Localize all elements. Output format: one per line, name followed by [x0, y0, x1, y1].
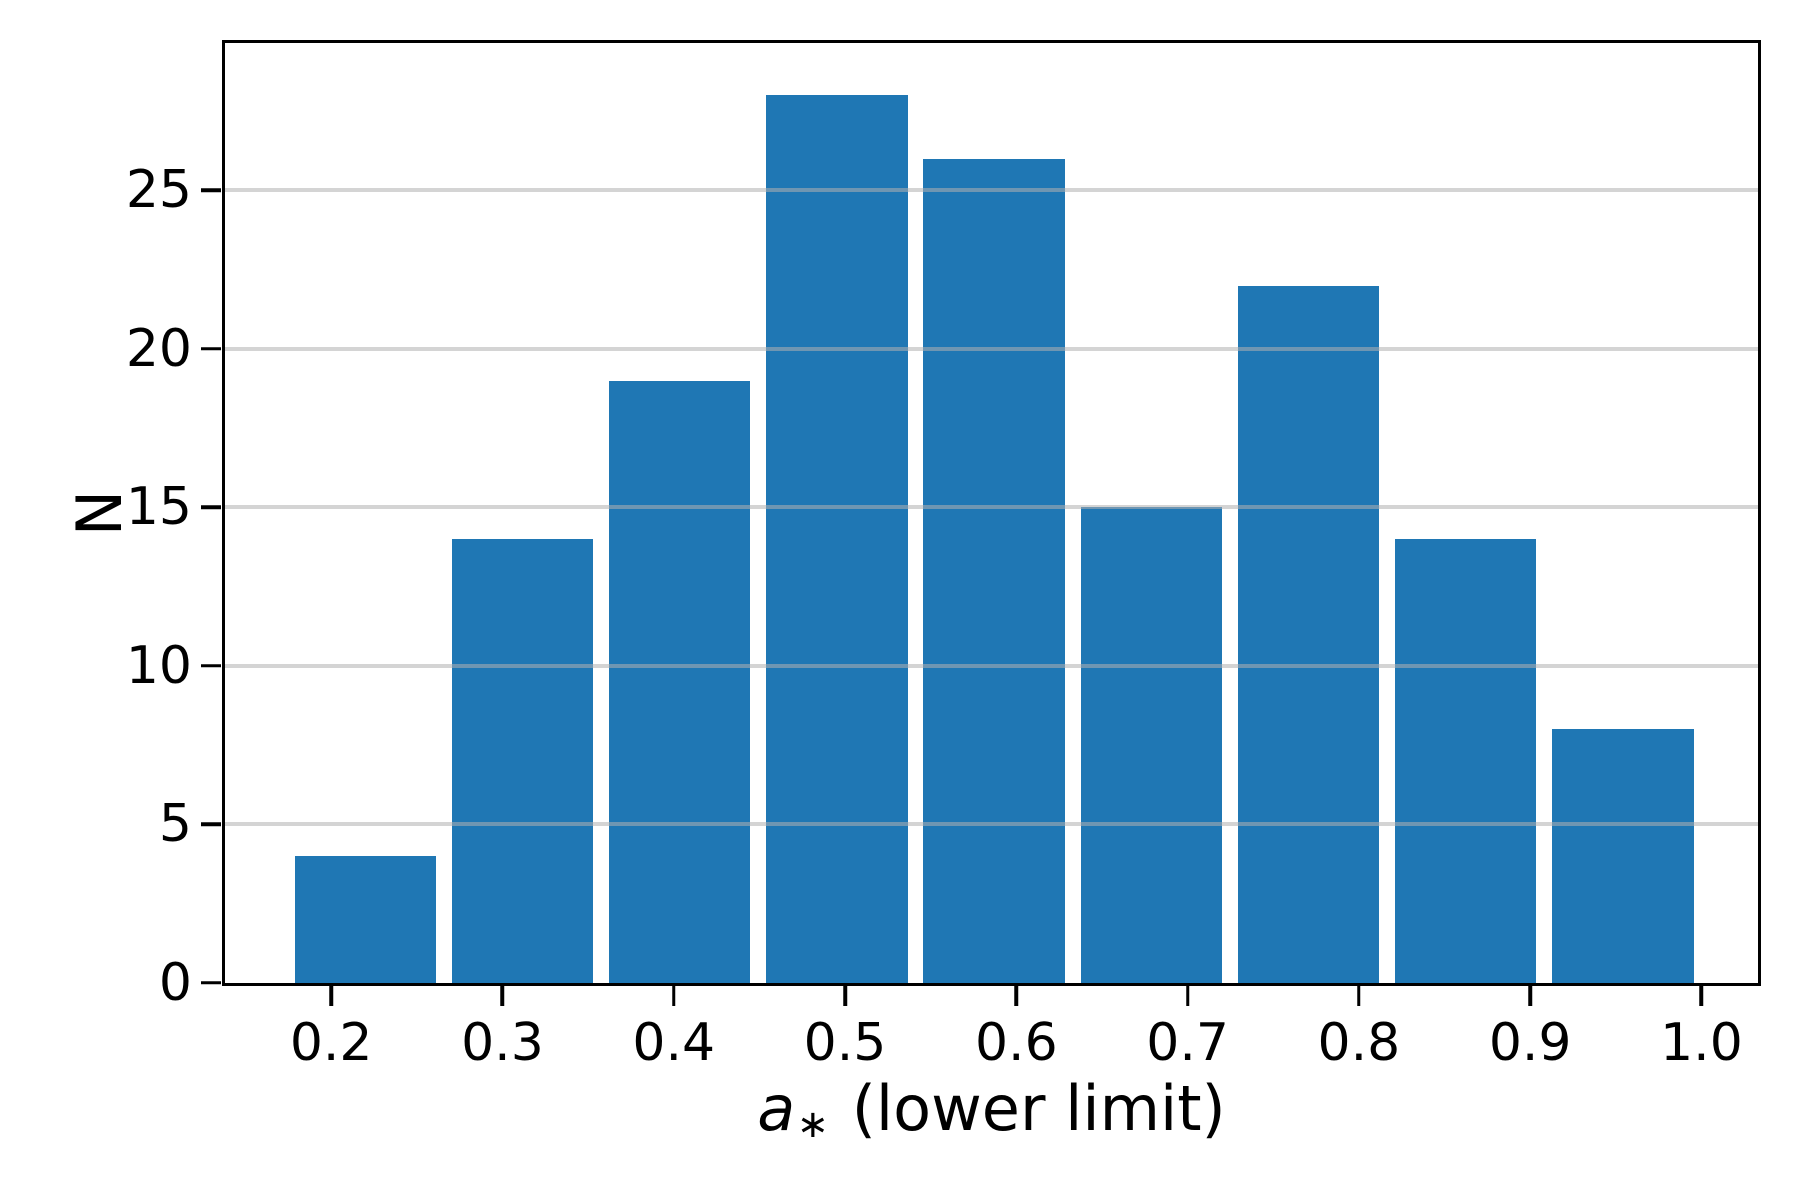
- y-tick-mark: [201, 822, 222, 827]
- x-axis-label: a∗ (lower limit): [757, 1077, 1225, 1147]
- y-gridline: [224, 663, 1758, 668]
- histogram-bar: [1394, 539, 1537, 983]
- y-tick-label: 0: [158, 952, 192, 1013]
- grid-layer: [224, 43, 1758, 983]
- y-tick-label: 5: [158, 794, 192, 855]
- y-tick-mark: [201, 188, 222, 193]
- y-gridline: [224, 346, 1758, 351]
- x-axis-label-variable: a: [757, 1071, 796, 1145]
- y-tick-mark: [201, 664, 222, 668]
- histogram-bar: [1552, 729, 1694, 983]
- x-tick-mark: [1528, 986, 1532, 1007]
- x-tick-label: 0.5: [803, 1012, 887, 1073]
- x-tick-label: 0.3: [461, 1012, 544, 1073]
- histogram-bar: [451, 539, 594, 983]
- x-tick-mark: [500, 986, 505, 1007]
- x-tick-label: 0.9: [1488, 1012, 1572, 1073]
- y-tick-label: 20: [125, 318, 192, 379]
- y-tick-label: 15: [125, 477, 192, 538]
- x-tick-label: 0.2: [289, 1012, 373, 1073]
- x-tick-label: 0.8: [1317, 1012, 1401, 1073]
- histogram-bar: [923, 158, 1065, 983]
- histogram-bar: [1237, 285, 1380, 983]
- x-tick-mark: [1014, 986, 1019, 1007]
- histogram-bar: [1080, 507, 1222, 983]
- x-tick-label: 0.4: [632, 1012, 716, 1073]
- x-axis-label-rest: (lower limit): [832, 1071, 1226, 1145]
- x-tick-mark: [672, 986, 676, 1007]
- y-gridline: [224, 188, 1758, 193]
- ticks-layer: 0.2 0.3 0.4 0.5 0.6 0.7 0.8 0.9 1.0 0 5 10 15 20 25: [126, 43, 1758, 1071]
- x-tick-mark: [1699, 986, 1704, 1007]
- plot-area: 0.2 0.3 0.4 0.5 0.6 0.7 0.8 0.9 1.0 0 5 10 15 20 25 N …: [63, 39, 1761, 1144]
- histogram-bar: [608, 380, 751, 983]
- y-gridline: [224, 822, 1758, 827]
- x-tick-mark: [329, 986, 333, 1007]
- x-tick-mark: [1185, 986, 1190, 1007]
- x-axis-label-subscript: ∗: [796, 1101, 829, 1147]
- histogram-bar: [766, 95, 908, 983]
- y-tick-mark: [201, 505, 222, 510]
- y-tick-label: 25: [125, 160, 192, 221]
- x-tick-mark: [843, 986, 847, 1007]
- y-tick-mark: [201, 981, 222, 985]
- x-tick-label: 1.0: [1660, 1012, 1743, 1073]
- x-tick-label: 0.6: [974, 1012, 1058, 1073]
- y-tick-label: 10: [125, 635, 192, 696]
- bars-layer: [225, 43, 1758, 983]
- y-tick-mark: [201, 347, 222, 351]
- histogram-bar: [294, 856, 436, 983]
- y-gridline: [224, 505, 1758, 510]
- x-tick-label: 0.7: [1146, 1012, 1229, 1073]
- x-tick-mark: [1357, 986, 1361, 1007]
- y-axis-label: N: [62, 489, 136, 537]
